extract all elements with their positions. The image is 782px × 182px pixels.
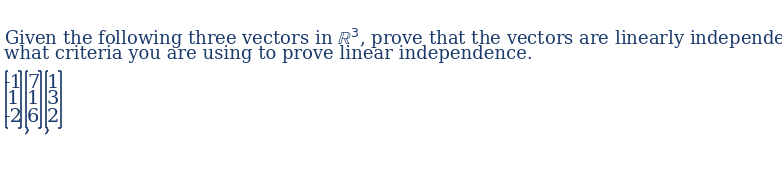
Text: 1: 1: [47, 74, 59, 92]
Text: 2: 2: [47, 108, 59, 126]
Text: 3: 3: [47, 90, 59, 108]
Text: what criteria you are using to prove linear independence.: what criteria you are using to prove lin…: [4, 45, 533, 63]
Text: 7: 7: [27, 74, 39, 92]
Text: -2: -2: [4, 108, 23, 126]
Text: -1: -1: [4, 74, 23, 92]
Text: 6: 6: [27, 108, 39, 126]
Text: ,: ,: [23, 114, 30, 136]
Text: 1: 1: [7, 90, 20, 108]
Text: ,: ,: [43, 114, 50, 136]
Text: 1: 1: [27, 90, 39, 108]
Text: Given the following three vectors in $\mathbb{R}^3$, prove that the vectors are : Given the following three vectors in $\m…: [4, 27, 782, 51]
